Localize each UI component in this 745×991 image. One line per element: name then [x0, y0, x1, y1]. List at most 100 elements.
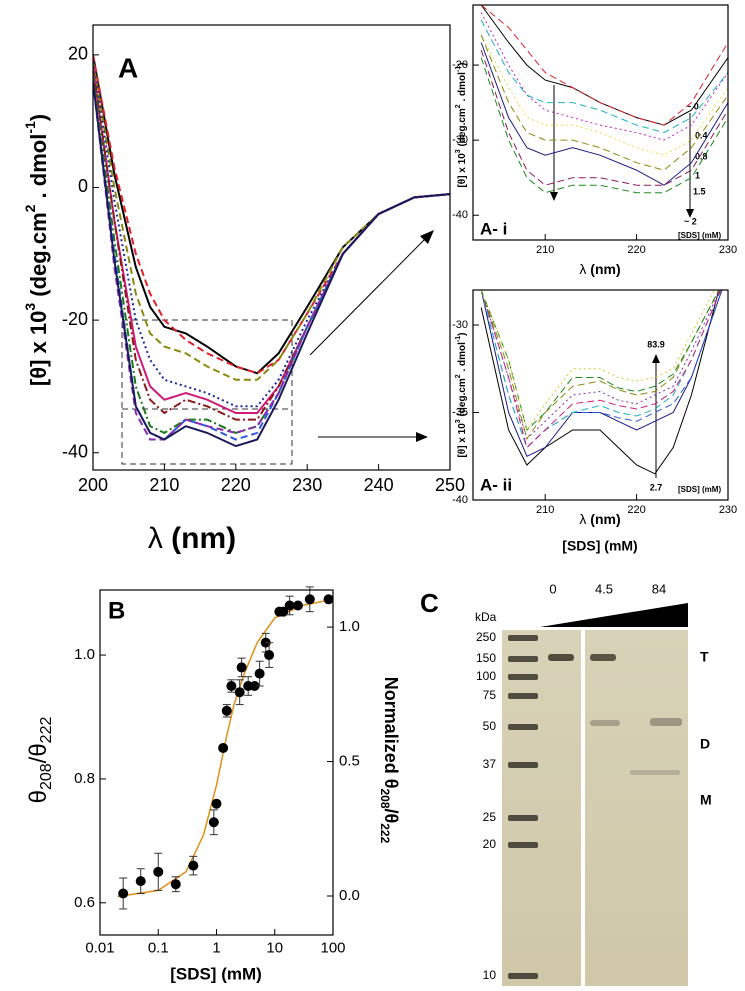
gel-title: [SDS] (mM)	[562, 538, 637, 554]
spectrum-line	[480, 290, 720, 440]
gel-panel: C [SDS] (mM) 0 4.5 84 kDa T D M 250 150 10…	[420, 538, 712, 986]
data-point	[118, 888, 129, 899]
spectrum-line	[93, 74, 450, 435]
marker-label: 20	[483, 837, 497, 851]
ladder-band	[508, 674, 538, 680]
y-axis-label: [θ] x 103 (deg.cm2 . dmol-1)	[455, 62, 468, 187]
lane-label: 84	[652, 581, 666, 596]
band-label: M	[700, 792, 712, 808]
data-point	[208, 817, 219, 828]
x-tick-label: 230	[719, 244, 737, 256]
y2-tick-label: 0.0	[339, 887, 360, 904]
y-tick-label: -30	[452, 134, 468, 146]
ladder-band	[508, 973, 538, 979]
data-point	[153, 866, 164, 877]
y-tick-label: -20	[62, 309, 88, 329]
y-tick-label: -20	[452, 59, 468, 71]
gel-band	[650, 718, 682, 726]
arrow-head	[652, 354, 660, 363]
zoom-box	[121, 319, 293, 465]
y-tick-label: -30	[452, 319, 468, 331]
band-label: T	[700, 649, 709, 665]
x-tick-label: 0.01	[85, 939, 114, 956]
x-tick-label: 210	[536, 244, 554, 256]
marker-label: 250	[476, 630, 496, 644]
x-axis-label: λ (nm)	[579, 511, 620, 527]
gel-band	[590, 654, 616, 661]
gel-image	[502, 630, 688, 986]
gradient-wedge	[540, 603, 688, 627]
x-tick-label: 210	[536, 504, 554, 516]
spectrum-line	[93, 61, 450, 408]
spectrum-line	[480, 290, 723, 457]
spectrum-line	[480, 5, 728, 126]
data-point	[218, 742, 229, 753]
ladder-band	[508, 815, 538, 821]
annotation: 0.4	[695, 130, 708, 140]
data-point	[221, 705, 232, 716]
y-tick-label: 0	[78, 176, 88, 196]
data-point	[226, 681, 237, 692]
panel-label: B	[108, 597, 125, 624]
spectrum-line	[480, 57, 728, 194]
marker-label: 150	[476, 651, 496, 665]
data-point	[284, 600, 295, 611]
band-label: D	[700, 736, 710, 752]
spectrum-line	[93, 61, 450, 381]
y2-axis-label: Normalized θ208/θ222	[378, 677, 401, 844]
y-tick-label: -35	[452, 406, 468, 418]
x-tick-label: 240	[364, 475, 394, 495]
panel-label: A- ii	[480, 475, 512, 494]
y2-tick-label: 0.5	[339, 753, 360, 770]
y-tick-label: -40	[452, 494, 468, 506]
data-point	[292, 600, 303, 611]
annotation: [SDS] (mM)	[678, 485, 721, 494]
x-tick-label: 1	[212, 939, 220, 956]
annotation: 1	[695, 170, 700, 180]
plot-frame	[99, 589, 334, 936]
ladder-band	[508, 842, 538, 848]
gel-band	[548, 654, 574, 661]
data-point	[278, 606, 289, 617]
lane-label: 4.5	[595, 581, 613, 596]
x-tick-label: 200	[78, 475, 108, 495]
annotation: 1.5	[693, 186, 706, 196]
ladder-band	[508, 693, 538, 699]
x-axis-label: λ (nm)	[579, 261, 620, 277]
y-axis-label: θ208/θ222	[25, 717, 55, 804]
data-point	[135, 876, 146, 887]
ladder-band	[508, 724, 538, 730]
x-tick-label: 220	[221, 475, 251, 495]
spectrum-line	[480, 49, 728, 186]
ladder-band	[508, 635, 538, 641]
plot-frame	[92, 24, 451, 471]
ladder-band	[508, 656, 538, 662]
unit-label: kDa	[475, 610, 497, 624]
marker-label: 75	[483, 688, 497, 702]
data-point	[323, 594, 334, 605]
marker-label: 100	[476, 669, 496, 683]
panel-label: A- i	[480, 219, 507, 238]
arrow-head	[550, 192, 558, 201]
data-point	[264, 650, 275, 661]
panel-label: A	[118, 52, 138, 83]
x-tick-label: 210	[149, 475, 179, 495]
spectrum-line	[480, 290, 720, 475]
data-point	[170, 879, 181, 890]
annotation: ~ 2	[684, 216, 697, 226]
annotation: 83.9	[647, 339, 665, 349]
spectrum-line	[480, 42, 728, 186]
arrow-head	[686, 209, 694, 218]
marker-label: 10	[483, 968, 497, 982]
x-tick-label: 220	[627, 244, 645, 256]
gel-split	[581, 630, 585, 986]
data-point	[249, 681, 260, 692]
plot-frame	[472, 4, 729, 241]
series-group	[480, 290, 723, 475]
data-point	[211, 798, 222, 809]
x-tick-label: 10	[266, 939, 283, 956]
series-group	[480, 5, 728, 194]
data-point	[236, 662, 247, 673]
spectrum-line	[480, 290, 722, 449]
